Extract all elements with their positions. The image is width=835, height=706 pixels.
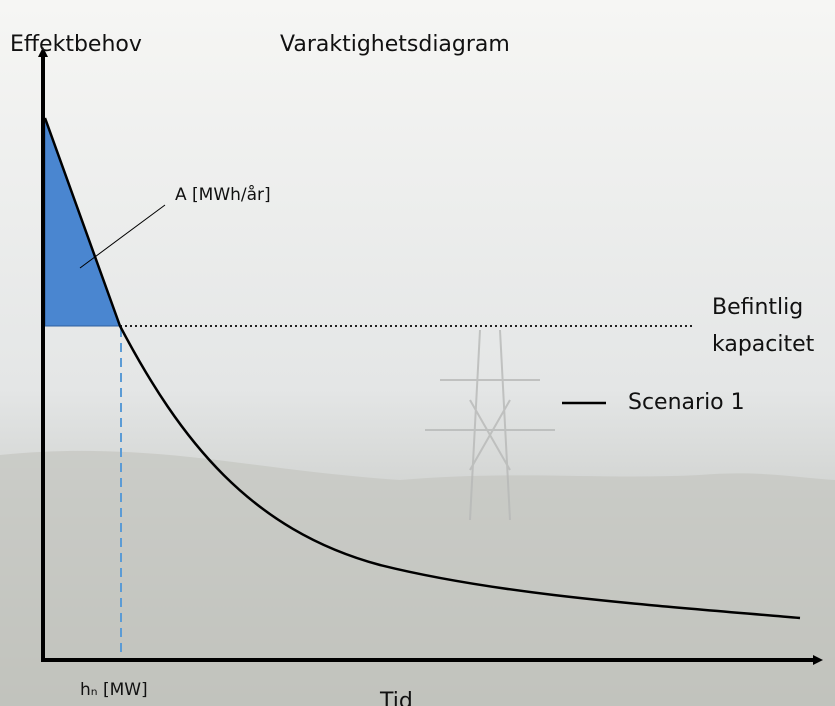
y-axis-label: Effektbehov — [10, 32, 142, 57]
area-label: A [MWh/år] — [175, 184, 271, 205]
duration-curve — [43, 117, 801, 620]
legend-label: Scenario 1 — [628, 390, 745, 415]
capacity-label: Befintlig — [712, 295, 803, 320]
pylon — [425, 329, 555, 521]
hours-label: hₙ [MW] — [80, 680, 148, 700]
x-axis-label: Tid — [379, 689, 413, 706]
leader-line — [79, 204, 166, 269]
title: Varaktighetsdiagram — [280, 32, 510, 57]
capacity-label: kapacitet — [712, 332, 815, 357]
hills — [0, 450, 835, 706]
